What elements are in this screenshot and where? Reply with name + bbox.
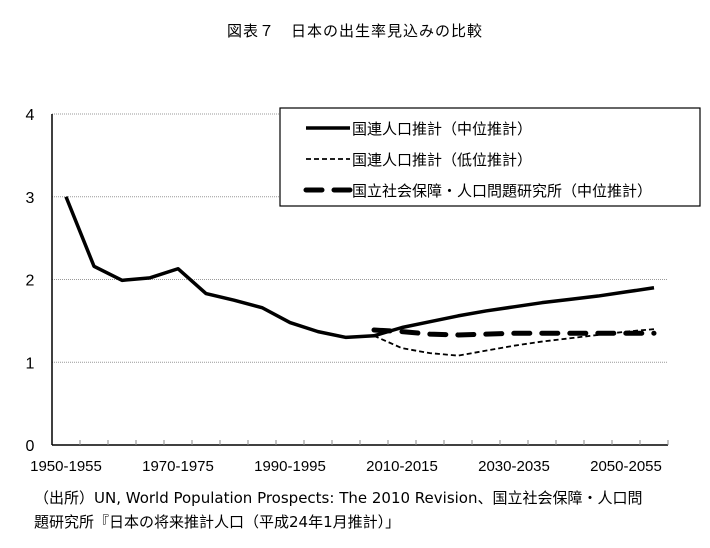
series-line-1 [64, 196, 655, 340]
x-tick-label: 1950-1955 [30, 458, 102, 475]
series-line-2 [373, 328, 655, 357]
chart-title: 図表７ 日本の出生率見込みの比較 [226, 22, 483, 40]
source-note-line-1: （出所）UN, World Population Prospects: The … [34, 489, 643, 507]
y-tick-label: 4 [26, 107, 35, 124]
series-line-3 [371, 327, 657, 338]
source-note-line-2: 題研究所『日本の将来推計人口（平成24年1月推計）」 [34, 513, 401, 531]
x-tick-label: 1990-1995 [254, 458, 326, 475]
x-tick-label: 2010-2015 [366, 458, 438, 475]
legend-label: 国連人口推計（中位推計） [352, 120, 532, 138]
x-tick-label: 1970-1975 [142, 458, 214, 475]
y-tick-label: 3 [26, 190, 35, 207]
x-tick-label: 2030-2035 [478, 458, 550, 475]
legend-label: 国立社会保障・人口問題研究所（中位推計） [352, 182, 652, 200]
y-tick-label: 2 [26, 273, 35, 290]
y-tick-label: 0 [26, 438, 35, 455]
y-tick-label: 1 [26, 355, 35, 372]
x-tick-label: 2050-2055 [590, 458, 662, 475]
legend-label: 国連人口推計（低位推計） [352, 151, 532, 169]
